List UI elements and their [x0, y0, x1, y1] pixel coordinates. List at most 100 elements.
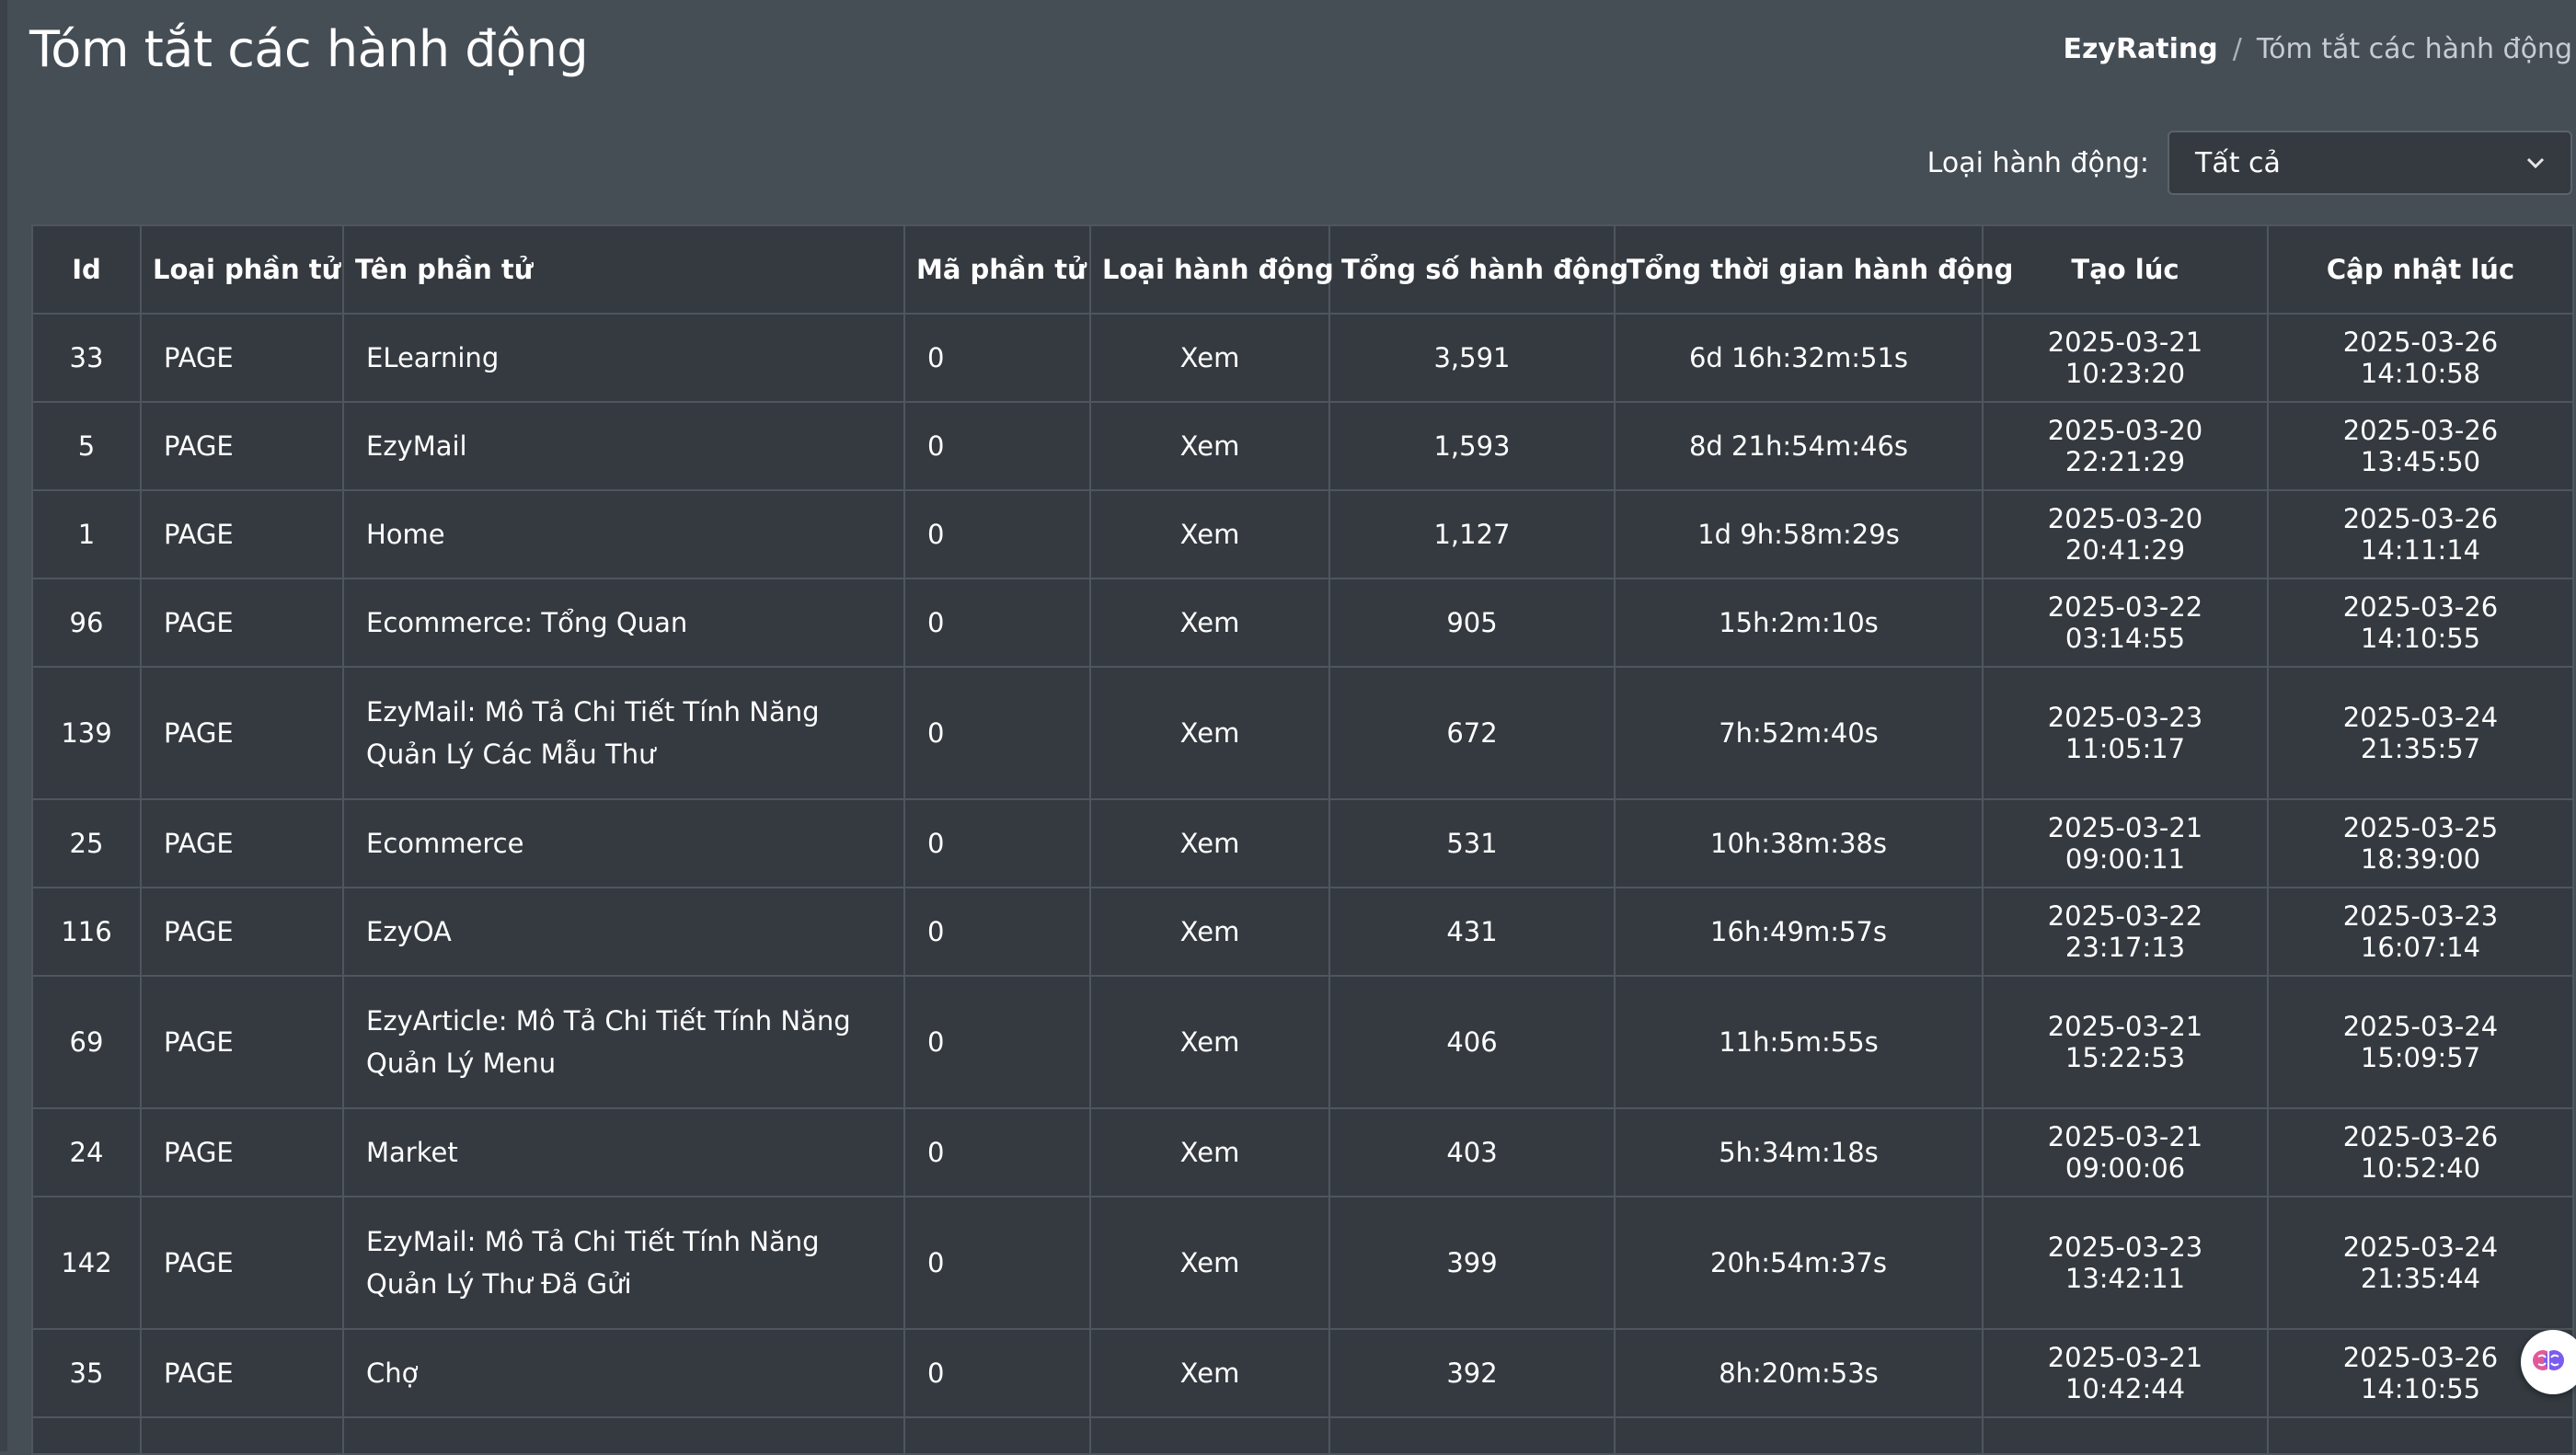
table-row[interactable]: 69 PAGE EzyArticle: Mô Tả Chi Tiết Tính …	[31, 975, 2574, 1109]
cell-created-at: 2025-03-20 20:41:29	[1982, 489, 2269, 579]
cell-updated-at: 2025-03-24 21:35:57	[2267, 666, 2574, 800]
cell-id: 116	[31, 887, 142, 977]
cell-element-code: 0	[903, 401, 1091, 491]
cell-element-type: PAGE	[140, 313, 344, 403]
cell-element-name: EzyArticle: Mô Tả Chi Tiết Tính Năng Quả…	[342, 975, 905, 1109]
cell-updated-at: 2025-03-26 14:10:58	[2267, 313, 2574, 403]
cell-element-name: EzyOA	[342, 887, 905, 977]
cell-element-type: PAGE	[140, 666, 344, 800]
action-type-selected-value: Tất cả	[2195, 146, 2281, 179]
cell-id: 35	[31, 1328, 142, 1418]
cell-element-name: Chợ	[342, 1328, 905, 1418]
cell-updated-at: 2025-03-26 14:10:55	[2267, 578, 2574, 668]
cell-action-duration: 11h:5m:55s	[1614, 975, 1984, 1109]
table-cell	[2267, 1416, 2574, 1455]
header-updated-at[interactable]: Cập nhật lúc	[2267, 224, 2574, 315]
cell-action-type: Xem	[1089, 1107, 1330, 1197]
cell-element-code: 0	[903, 666, 1091, 800]
cell-updated-at: 2025-03-26 13:45:50	[2267, 401, 2574, 491]
cell-action-count: 1,127	[1328, 489, 1616, 579]
header-element-name[interactable]: Tên phần tử	[342, 224, 905, 315]
cell-element-name: Ecommerce	[342, 798, 905, 888]
table-row[interactable]: 1 PAGE Home 0 Xem 1,127 1d 9h:58m:29s 20…	[31, 489, 2574, 579]
table-row[interactable]: 33 PAGE ELearning 0 Xem 3,591 6d 16h:32m…	[31, 313, 2574, 403]
header-action-duration[interactable]: Tổng thời gian hành động	[1614, 224, 2013, 315]
sidebar-edge	[0, 0, 7, 1451]
cell-element-name: EzyMail: Mô Tả Chi Tiết Tính Năng Quản L…	[342, 666, 905, 800]
breadcrumb: EzyRating / Tóm tắt các hành động	[2063, 33, 2572, 65]
table-row[interactable]: 35 PAGE Chợ 0 Xem 392 8h:20m:53s 2025-03…	[31, 1328, 2574, 1418]
cell-id: 24	[31, 1107, 142, 1197]
cell-id: 5	[31, 401, 142, 491]
table-cell	[1614, 1416, 1984, 1455]
table-row[interactable]: 25 PAGE Ecommerce 0 Xem 531 10h:38m:38s …	[31, 798, 2574, 888]
header-action-type[interactable]: Loại hành động	[1089, 224, 1334, 315]
cell-action-type: Xem	[1089, 578, 1330, 668]
header-created-at[interactable]: Tạo lúc	[1982, 224, 2269, 315]
table-row[interactable]: 5 PAGE EzyMail 0 Xem 1,593 8d 21h:54m:46…	[31, 401, 2574, 491]
table-cell	[31, 1416, 142, 1455]
cell-updated-at: 2025-03-23 16:07:14	[2267, 887, 2574, 977]
header-element-code[interactable]: Mã phần tử	[903, 224, 1091, 315]
cell-action-duration: 15h:2m:10s	[1614, 578, 1984, 668]
cell-action-count: 392	[1328, 1328, 1616, 1418]
cell-element-name: Ecommerce: Tổng Quan	[342, 578, 905, 668]
cell-updated-at: 2025-03-24 15:09:57	[2267, 975, 2574, 1109]
table-cell	[903, 1416, 1091, 1455]
cell-element-code: 0	[903, 489, 1091, 579]
table-row[interactable]: 96 PAGE Ecommerce: Tổng Quan 0 Xem 905 1…	[31, 578, 2574, 668]
cell-updated-at: 2025-03-26 14:11:14	[2267, 489, 2574, 579]
cell-created-at: 2025-03-23 11:05:17	[1982, 666, 2269, 800]
cell-action-duration: 1d 9h:58m:29s	[1614, 489, 1984, 579]
table-row[interactable]: 139 PAGE EzyMail: Mô Tả Chi Tiết Tính Nă…	[31, 666, 2574, 800]
cell-updated-at: 2025-03-26 10:52:40	[2267, 1107, 2574, 1197]
cell-action-count: 905	[1328, 578, 1616, 668]
cell-action-count: 431	[1328, 887, 1616, 977]
cell-action-type: Xem	[1089, 401, 1330, 491]
cell-action-count: 672	[1328, 666, 1616, 800]
action-type-label: Loại hành động:	[1926, 146, 2149, 179]
cell-element-name: EzyMail: Mô Tả Chi Tiết Tính Năng Quản L…	[342, 1196, 905, 1330]
cell-element-code: 0	[903, 1196, 1091, 1330]
cell-action-duration: 16h:49m:57s	[1614, 887, 1984, 977]
table-row[interactable]: 116 PAGE EzyOA 0 Xem 431 16h:49m:57s 202…	[31, 887, 2574, 977]
cell-element-type: PAGE	[140, 798, 344, 888]
cell-action-duration: 8h:20m:53s	[1614, 1328, 1984, 1418]
table-cell	[1328, 1416, 1616, 1455]
cell-created-at: 2025-03-22 03:14:55	[1982, 578, 2269, 668]
table-cell	[140, 1416, 344, 1455]
cell-element-code: 0	[903, 798, 1091, 888]
actions-table: Id Loại phần tử Tên phần tử Mã phần tử L…	[31, 224, 2574, 1455]
cell-action-duration: 6d 16h:32m:51s	[1614, 313, 1984, 403]
action-type-filter: Loại hành động: Tất cả	[1927, 131, 2572, 195]
cell-element-code: 0	[903, 975, 1091, 1109]
cell-action-count: 399	[1328, 1196, 1616, 1330]
action-type-select[interactable]: Tất cả	[2168, 131, 2572, 195]
cell-action-count: 1,593	[1328, 401, 1616, 491]
breadcrumb-home-link[interactable]: EzyRating	[2063, 33, 2218, 65]
table-header-row: Id Loại phần tử Tên phần tử Mã phần tử L…	[31, 224, 2574, 315]
cell-created-at: 2025-03-21 15:22:53	[1982, 975, 2269, 1109]
page-title: Tóm tắt các hành động	[29, 20, 589, 78]
table-cell	[1089, 1416, 1330, 1455]
cell-action-type: Xem	[1089, 1196, 1330, 1330]
cell-element-code: 0	[903, 887, 1091, 977]
table-row[interactable]	[31, 1416, 2574, 1455]
brain-icon	[2530, 1342, 2567, 1382]
breadcrumb-current: Tóm tắt các hành động	[2256, 33, 2572, 65]
floating-assistant-button[interactable]	[2521, 1330, 2576, 1394]
table-row[interactable]: 24 PAGE Market 0 Xem 403 5h:34m:18s 2025…	[31, 1107, 2574, 1197]
table-row[interactable]: 142 PAGE EzyMail: Mô Tả Chi Tiết Tính Nă…	[31, 1196, 2574, 1330]
cell-created-at: 2025-03-21 10:23:20	[1982, 313, 2269, 403]
header-action-count[interactable]: Tổng số hành động	[1328, 224, 1628, 315]
cell-action-type: Xem	[1089, 975, 1330, 1109]
cell-element-code: 0	[903, 578, 1091, 668]
header-id[interactable]: Id	[31, 224, 142, 315]
cell-action-type: Xem	[1089, 798, 1330, 888]
cell-updated-at: 2025-03-24 21:35:44	[2267, 1196, 2574, 1330]
cell-id: 142	[31, 1196, 142, 1330]
cell-action-duration: 20h:54m:37s	[1614, 1196, 1984, 1330]
header-element-type[interactable]: Loại phần tử	[140, 224, 344, 315]
cell-element-code: 0	[903, 1328, 1091, 1418]
table-cell	[342, 1416, 905, 1455]
